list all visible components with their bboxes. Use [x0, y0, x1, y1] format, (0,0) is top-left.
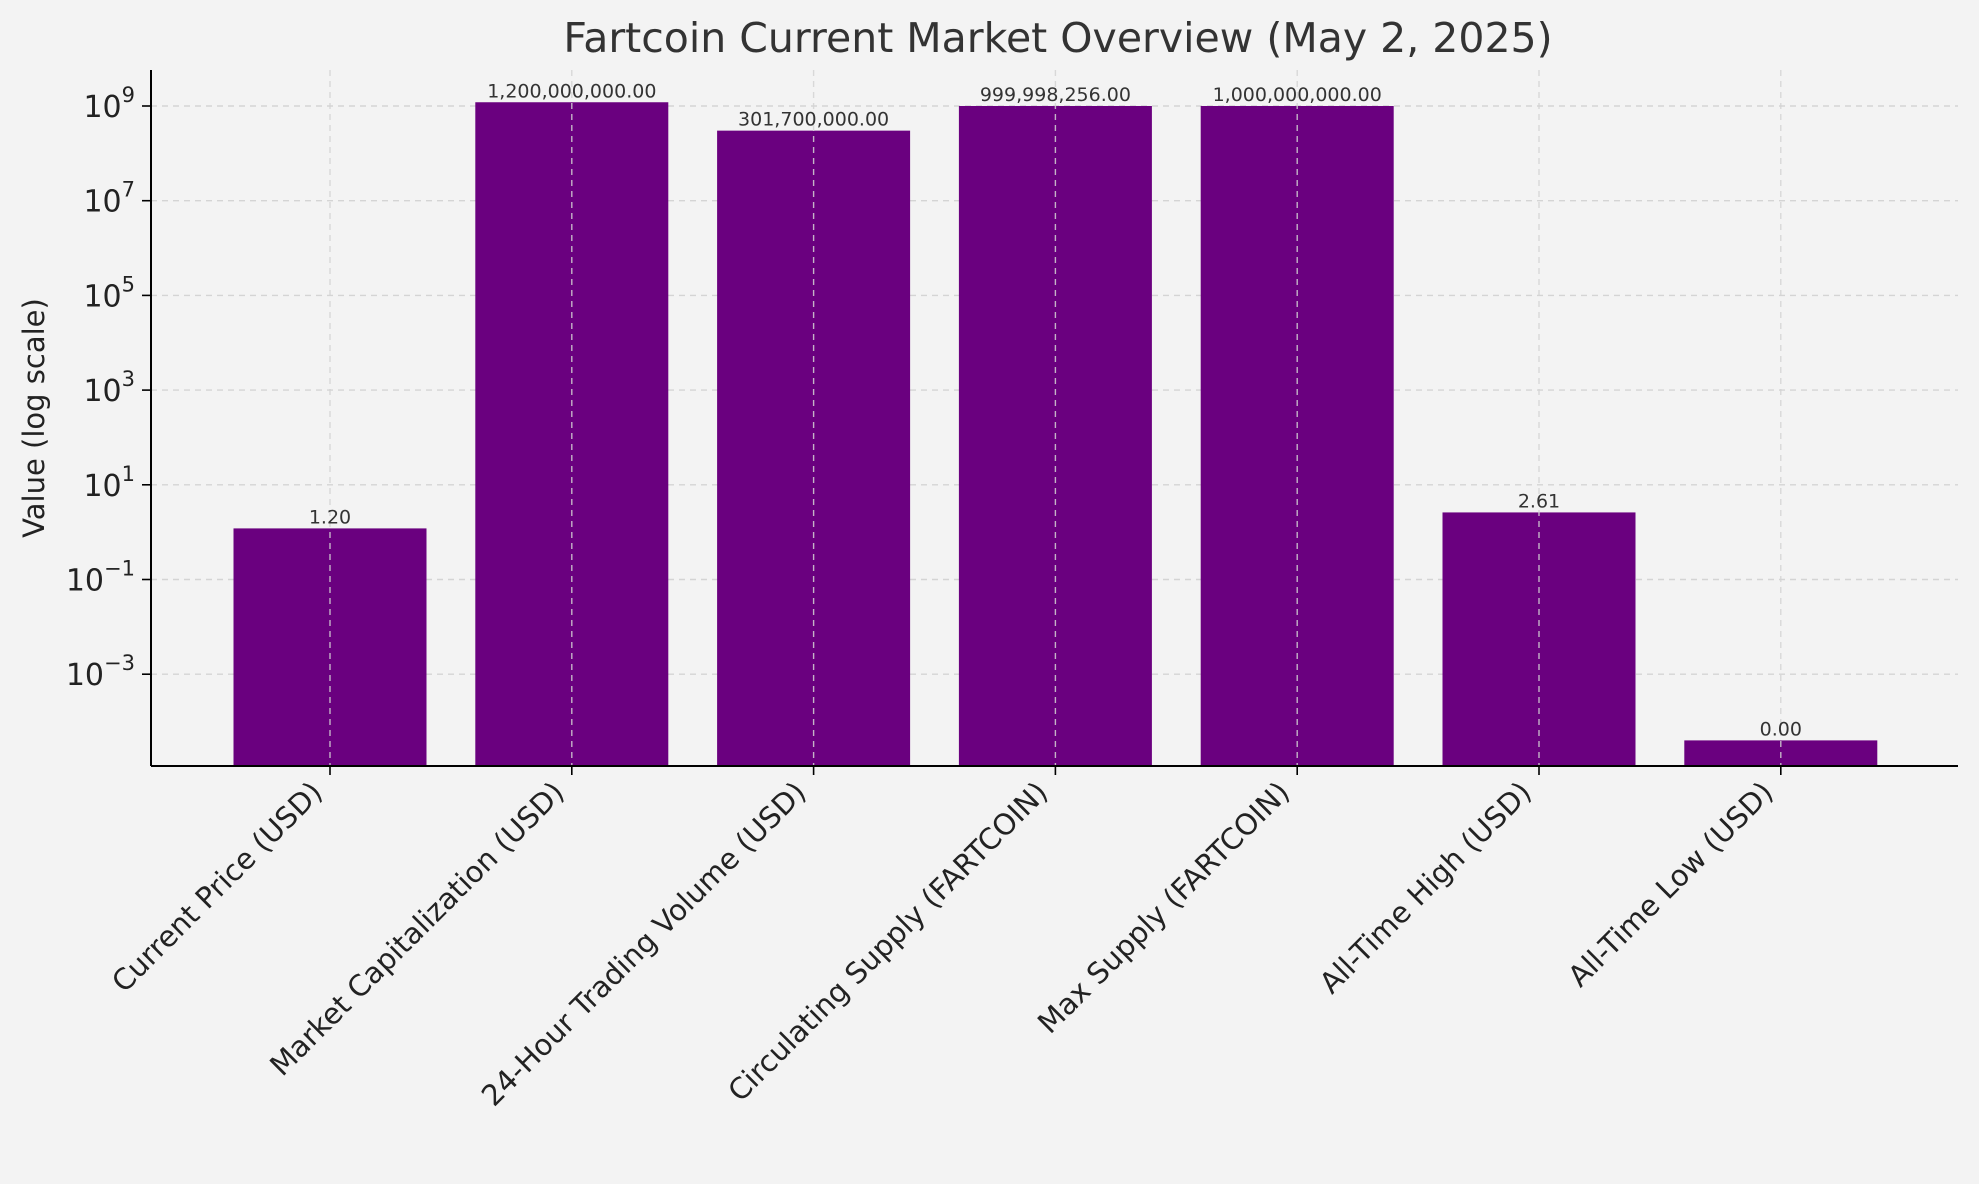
y-tick-label: 105 [83, 272, 135, 314]
bar-value-label: 1.20 [309, 506, 351, 528]
axis-layer [142, 70, 1958, 775]
bar-value-label: 301,700,000.00 [738, 109, 889, 131]
bar-value-label: 999,998,256.00 [980, 84, 1131, 106]
bar-layer [233, 102, 1878, 767]
bar-value-label: 1,200,000,000.00 [487, 80, 656, 102]
chart-title: Fartcoin Current Market Overview (May 2,… [563, 14, 1552, 62]
x-tick-label: Max Supply (FARTCOIN) [1031, 775, 1296, 1040]
x-tick-label: Market Capitalization (USD) [263, 775, 571, 1083]
bar-value-label: 0.00 [1760, 718, 1802, 740]
x-tick-label: Current Price (USD) [105, 775, 329, 999]
x-tick-label: All-Time High (USD) [1313, 775, 1538, 1000]
y-tick-label: 10−3 [66, 651, 135, 693]
y-tick-label: 109 [83, 83, 135, 125]
x-tick-label: All-Time Low (USD) [1561, 775, 1779, 993]
y-tick-label: 107 [83, 178, 135, 220]
y-axis-label: Value (log scale) [17, 298, 51, 538]
bar-value-label: 2.61 [1518, 490, 1560, 512]
y-tick-label: 10−1 [66, 557, 135, 599]
vertical-grid-layer [329, 70, 1782, 766]
bar-value-label: 1,000,000,000.00 [1213, 84, 1382, 106]
y-tick-label: 103 [83, 367, 135, 409]
y-tick-label: 101 [83, 462, 135, 504]
bar [1442, 512, 1636, 766]
